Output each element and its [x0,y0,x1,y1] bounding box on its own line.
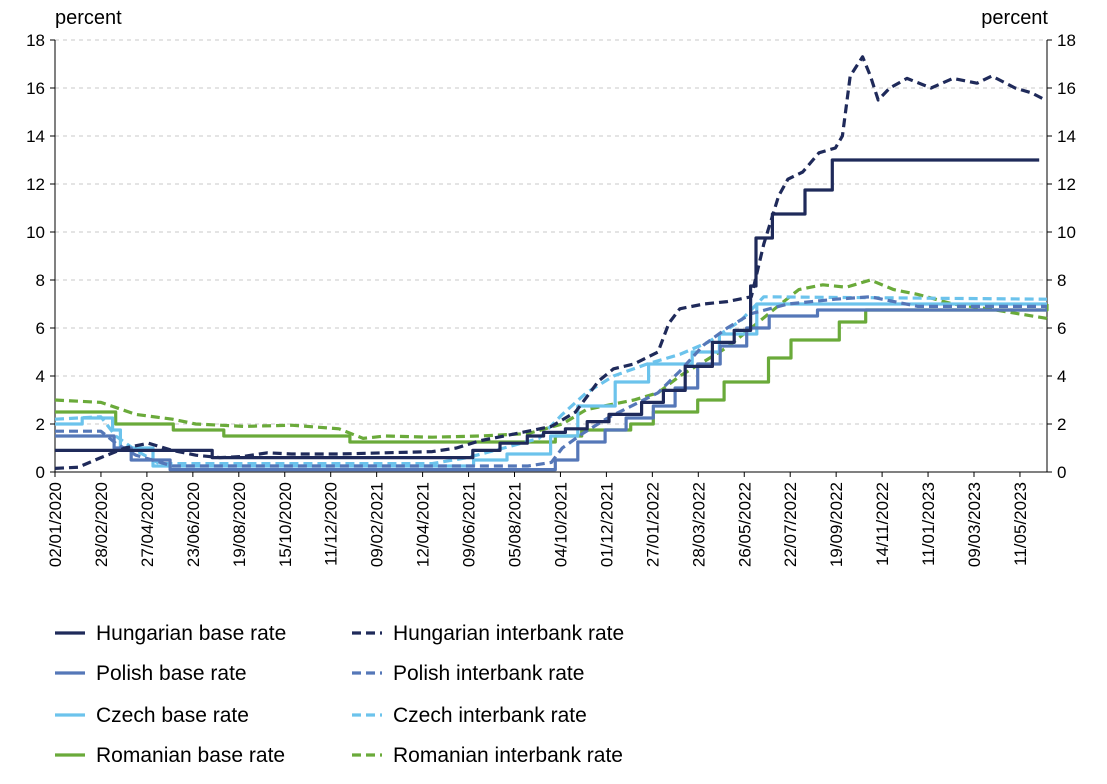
y-tick-label-left: 12 [26,175,45,194]
x-tick-label: 09/02/2021 [368,482,387,567]
y-tick-label-left: 10 [26,223,45,242]
x-tick-label: 28/03/2022 [689,482,708,567]
x-tick-label: 11/12/2020 [322,482,341,566]
legend-label: Hungarian interbank rate [393,622,624,645]
x-tick-label: 27/01/2022 [643,482,662,567]
legend-label: Romanian interbank rate [393,744,623,767]
x-tick-label: 27/04/2020 [138,482,157,567]
x-tick-label: 09/03/2023 [965,482,984,567]
y-tick-label-right: 8 [1057,271,1066,290]
x-tick-label: 23/06/2020 [184,482,203,567]
x-tick-label: 09/06/2021 [460,482,479,567]
y-tick-label-right: 0 [1057,463,1066,482]
x-tick-label: 04/10/2021 [551,482,570,567]
hungarian-interbank-rate-line [54,55,1047,470]
legend-label: Polish interbank rate [393,662,584,685]
y-tick-label-left: 2 [36,415,45,434]
y-tick-label-right: 18 [1057,31,1076,50]
x-tick-label: 19/09/2022 [827,482,846,567]
legend-label: Polish base rate [96,662,247,685]
legend: Hungarian base rate Hungarian interbank r… [55,622,624,767]
x-tick-label: 19/08/2020 [230,482,249,567]
y-tick-label-left: 8 [36,271,45,290]
czech-base-rate-line [55,302,1047,468]
y-tick-label-right: 2 [1057,415,1066,434]
y-tick-label-left: 0 [36,463,45,482]
right-unit-label: percent [981,7,1048,29]
x-tick-label: 12/04/2021 [414,482,433,567]
y-tick-label-left: 14 [26,127,45,146]
x-tick-label: 26/05/2022 [735,482,754,567]
y-tick-label-right: 10 [1057,223,1076,242]
legend-label: Romanian base rate [96,744,285,767]
grid-layer [55,39,1047,425]
x-tick-label: 11/05/2023 [1011,482,1030,566]
y-tick-label-left: 16 [26,79,45,98]
y-tick-label-right: 12 [1057,175,1076,194]
y-tick-label-left: 6 [36,319,45,338]
legend-label: Hungarian base rate [96,622,286,645]
y-tick-label-left: 4 [36,367,45,386]
legend-label: Czech base rate [96,704,249,727]
hungarian-base-rate-line [55,158,1040,460]
x-tick-label: 15/10/2020 [276,482,295,567]
y-tick-label-right: 16 [1057,79,1076,98]
x-tick-label: 05/08/2021 [506,482,525,567]
x-tick-label: 22/07/2022 [781,482,800,567]
legend-label: Czech interbank rate [393,704,587,727]
y-tick-label-left: 18 [26,31,45,50]
series-layer [54,55,1049,472]
romanian-interbank-rate-line [54,278,1048,440]
y-tick-label-right: 6 [1057,319,1066,338]
romanian-base-rate-line [55,304,1049,444]
x-tick-label: 01/12/2021 [597,482,616,567]
polish-interbank-rate-line [55,295,1047,468]
y-tick-label-right: 4 [1057,367,1066,386]
x-tick-label: 14/11/2022 [873,482,892,566]
x-tick-label: 02/01/2020 [46,482,65,567]
y-tick-label-right: 14 [1057,127,1076,146]
axis-layer: 0 0 2 2 4 4 6 6 8 8 10 10 12 12 14 14 16 16 18 18 percent per… [26,7,1076,567]
x-tick-label: 28/02/2020 [92,482,111,567]
x-tick-label: 11/01/2023 [919,482,938,566]
left-unit-label: percent [55,7,122,29]
